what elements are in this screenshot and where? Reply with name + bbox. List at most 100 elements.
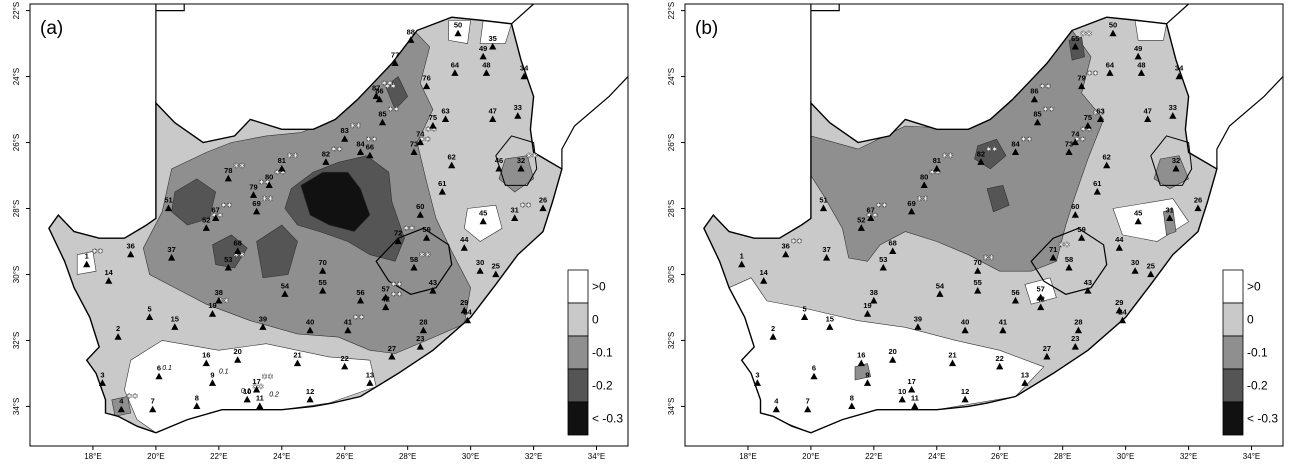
station-marker — [322, 158, 330, 165]
mozambique-border-b — [1166, 3, 1190, 25]
station-marker — [489, 42, 497, 50]
legend-swatch — [1222, 302, 1244, 337]
station-label: 59 — [422, 225, 430, 234]
station-label: 65 — [1071, 34, 1079, 43]
station-marker — [479, 217, 487, 225]
station-marker — [451, 69, 459, 76]
y-tick-label: 34°S — [12, 398, 21, 415]
significance-marker: ✱✱ — [259, 178, 271, 186]
station-marker — [1109, 29, 1117, 37]
significance-marker: ✱✱ — [331, 145, 343, 153]
station-marker — [193, 402, 201, 409]
station-marker — [495, 164, 503, 172]
station-label: 69 — [907, 199, 915, 208]
station-label: 47 — [1144, 106, 1152, 115]
station-label: 87 — [372, 83, 380, 92]
station-label: 33 — [1169, 103, 1177, 112]
station-marker — [760, 277, 768, 284]
legend-swatch — [567, 269, 589, 304]
station-label: 76 — [422, 74, 430, 83]
northern-border-a — [155, 4, 185, 12]
station-label: 70 — [319, 258, 327, 267]
station-label: 35 — [489, 34, 497, 43]
station-marker — [423, 234, 431, 241]
contour-region-a-4 — [212, 234, 248, 269]
station-label: 62 — [1103, 153, 1111, 162]
station-marker — [1134, 217, 1142, 225]
station-marker — [448, 161, 456, 169]
station-label: 26 — [539, 196, 547, 205]
station-marker — [319, 267, 327, 274]
y-tick-label: 34°S — [667, 398, 676, 415]
station-marker — [961, 395, 969, 403]
significance-marker: ✱✱ — [1043, 106, 1055, 114]
station-marker — [202, 224, 210, 231]
station-marker — [429, 122, 437, 129]
station-label: 80 — [265, 172, 273, 181]
station-label: 67 — [212, 205, 220, 214]
station-marker — [1137, 69, 1145, 76]
station-label: 48 — [1137, 60, 1145, 69]
station-label: 34 — [1175, 64, 1184, 73]
station-label: 84 — [1011, 139, 1020, 148]
significance-marker: ✱✱ — [126, 393, 138, 401]
significance-marker: ✱✱ — [1093, 109, 1105, 117]
station-marker — [1106, 69, 1114, 76]
station-marker — [908, 385, 916, 393]
station-marker — [1049, 254, 1057, 261]
station-label: 47 — [489, 106, 497, 115]
station-marker — [438, 188, 446, 195]
significance-marker: ✱✱ — [233, 251, 245, 259]
station-label: 19 — [863, 301, 871, 310]
station-label: 6 — [157, 364, 161, 373]
significance-marker: ✱✱ — [1039, 83, 1051, 91]
station-marker — [117, 405, 125, 413]
legend-label: -0.2 — [592, 379, 613, 393]
contour-region-a-2 — [300, 171, 371, 232]
station-marker — [476, 267, 484, 274]
station-marker — [823, 254, 831, 261]
station-label: 73 — [1065, 139, 1073, 148]
station-label: 4 — [774, 397, 779, 406]
station-marker — [1093, 188, 1101, 195]
map-panel-b: ✱✱ ✱✱ ✱✱ ✱✱ ✱✱ ✱✱ ✱✱ ✱✱ ✱✱ ✱✱ ✱✱ ✱✱ ✱✱ ✱✱ ✱✱ ✱✱ ✱✱ 1 2 3 4 5 6… — [655, 0, 1295, 466]
station-label: 24 — [1118, 308, 1127, 317]
contour-region-b-3 — [986, 185, 1010, 213]
station-label: 2 — [771, 324, 775, 333]
legend-label: >0 — [1247, 280, 1261, 294]
y-tick-label: 22°S — [12, 2, 21, 19]
lesotho-border-b — [1030, 227, 1108, 295]
station-marker — [908, 207, 916, 215]
station-label: 43 — [429, 278, 437, 287]
station-marker — [810, 372, 818, 380]
significance-marker: ✱✱ — [1074, 135, 1086, 143]
station-label: 69 — [252, 199, 260, 208]
station-label: 63 — [441, 106, 449, 115]
significance-marker: ✱✱ — [876, 201, 888, 209]
y-tick-label: 22°S — [667, 2, 676, 19]
station-label: 83 — [341, 126, 349, 135]
station-label: 46 — [495, 156, 503, 165]
significance-marker: ✱✱ — [211, 211, 223, 219]
station-label: 25 — [492, 262, 500, 271]
station-label: 28 — [419, 318, 427, 327]
x-tick-label: 32°E — [1180, 452, 1197, 461]
station-label: 79 — [249, 182, 257, 191]
station-label: 40 — [306, 318, 314, 327]
station-marker — [879, 263, 887, 271]
station-marker — [341, 135, 349, 142]
legend-label: 0 — [1247, 313, 1254, 327]
station-label: 39 — [259, 314, 267, 323]
station-label: 11 — [256, 393, 264, 402]
station-marker — [961, 326, 969, 334]
station-marker — [378, 118, 387, 126]
station-marker — [344, 326, 352, 334]
significance-marker: ✱✱ — [917, 195, 929, 203]
station-label: 25 — [1147, 262, 1155, 271]
mozambique-coast-b — [1216, 76, 1284, 169]
station-marker — [936, 290, 944, 297]
significance-marker: ✱✱ — [262, 195, 274, 203]
station-marker — [863, 379, 872, 386]
station-label: 6 — [812, 364, 816, 373]
station-label: 81 — [933, 156, 941, 165]
